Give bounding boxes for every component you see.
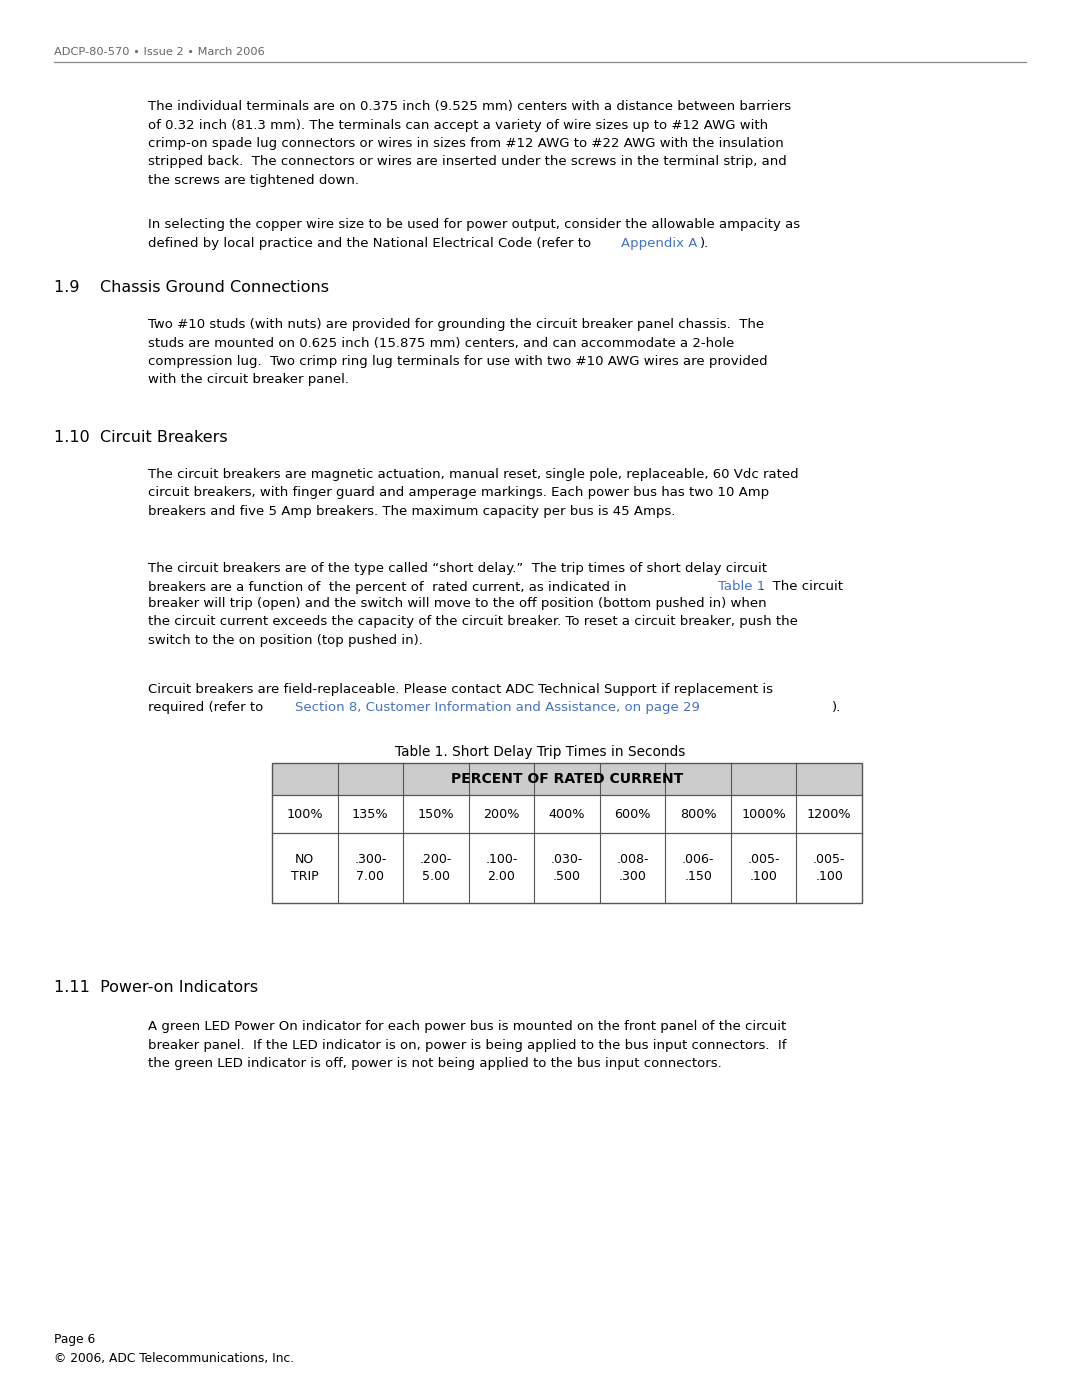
Text: .200-
5.00: .200- 5.00	[420, 854, 453, 883]
Bar	[272, 763, 862, 795]
Text: breaker will trip (open) and the switch will move to the off position (bottom pu: breaker will trip (open) and the switch …	[148, 597, 798, 647]
Text: ADCP-80-570 • Issue 2 • March 2006: ADCP-80-570 • Issue 2 • March 2006	[54, 47, 265, 57]
Text: .005-
.100: .005- .100	[813, 854, 846, 883]
Text: 1000%: 1000%	[741, 807, 786, 820]
Text: .006-
.150: .006- .150	[681, 854, 714, 883]
Text: The individual terminals are on 0.375 inch (9.525 mm) centers with a distance be: The individual terminals are on 0.375 in…	[148, 101, 792, 187]
Text: Table 1. Short Delay Trip Times in Seconds: Table 1. Short Delay Trip Times in Secon…	[395, 745, 685, 759]
Bar	[272, 763, 862, 902]
Text: 800%: 800%	[679, 807, 716, 820]
Text: Appendix A: Appendix A	[621, 237, 698, 250]
Text: Page 6: Page 6	[54, 1333, 95, 1345]
Text: ).: ).	[700, 237, 710, 250]
Text: 135%: 135%	[352, 807, 389, 820]
Text: Table 1: Table 1	[718, 580, 766, 592]
Text: .  The circuit: . The circuit	[760, 580, 843, 592]
Text: NO
TRIP: NO TRIP	[291, 854, 319, 883]
Text: Circuit breakers are field-replaceable. Please contact ADC Technical Support if : Circuit breakers are field-replaceable. …	[148, 683, 773, 714]
Text: In selecting the copper wire size to be used for power output, consider the allo: In selecting the copper wire size to be …	[148, 218, 800, 250]
Text: 150%: 150%	[418, 807, 455, 820]
Text: © 2006, ADC Telecommunications, Inc.: © 2006, ADC Telecommunications, Inc.	[54, 1352, 294, 1365]
Text: The circuit breakers are magnetic actuation, manual reset, single pole, replacea: The circuit breakers are magnetic actuat…	[148, 468, 798, 518]
Text: 1.9    Chassis Ground Connections: 1.9 Chassis Ground Connections	[54, 279, 329, 295]
Text: 600%: 600%	[615, 807, 651, 820]
Text: .100-
2.00: .100- 2.00	[485, 854, 517, 883]
Text: ).: ).	[832, 701, 841, 714]
Text: 1.10  Circuit Breakers: 1.10 Circuit Breakers	[54, 430, 228, 446]
Text: Section 8, Customer Information and Assistance, on page 29: Section 8, Customer Information and Assi…	[295, 701, 700, 714]
Text: 100%: 100%	[286, 807, 323, 820]
Text: 1.11  Power-on Indicators: 1.11 Power-on Indicators	[54, 981, 258, 995]
Text: The circuit breakers are of the type called “short delay.”  The trip times of sh: The circuit breakers are of the type cal…	[148, 562, 767, 594]
Text: .005-
.100: .005- .100	[747, 854, 780, 883]
Text: 200%: 200%	[483, 807, 519, 820]
Text: .030-
.500: .030- .500	[551, 854, 583, 883]
Text: .008-
.300: .008- .300	[617, 854, 649, 883]
Text: 400%: 400%	[549, 807, 585, 820]
Text: Two #10 studs (with nuts) are provided for grounding the circuit breaker panel c: Two #10 studs (with nuts) are provided f…	[148, 319, 768, 387]
Text: PERCENT OF RATED CURRENT: PERCENT OF RATED CURRENT	[450, 773, 684, 787]
Text: A green LED Power On indicator for each power bus is mounted on the front panel : A green LED Power On indicator for each …	[148, 1020, 786, 1070]
Text: .300-
7.00: .300- 7.00	[354, 854, 387, 883]
Text: 1200%: 1200%	[807, 807, 851, 820]
